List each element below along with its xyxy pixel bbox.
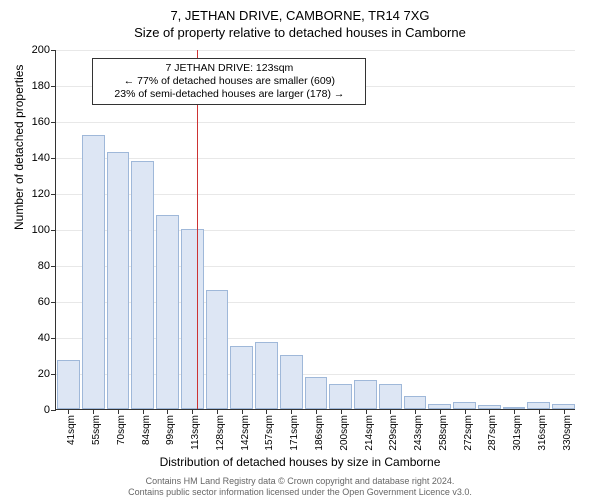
xtick-mark [167,409,168,414]
xtick-label: 171sqm [289,415,300,451]
xtick-mark [242,409,243,414]
annotation-line: ← 77% of detached houses are smaller (60… [99,75,359,88]
xtick-mark [341,409,342,414]
plot: 02040608010012014016018020041sqm55sqm70s… [55,50,575,410]
xtick-mark [489,409,490,414]
ytick-label: 160 [32,116,56,128]
xtick-mark [316,409,317,414]
xtick-mark [390,409,391,414]
xtick-label: 99sqm [165,415,176,445]
xtick-mark [514,409,515,414]
xtick-mark [118,409,119,414]
xtick-mark [217,409,218,414]
ytick-label: 140 [32,152,56,164]
grid-line [56,50,575,51]
xtick-label: 258sqm [438,415,449,451]
chart-container: 7, JETHAN DRIVE, CAMBORNE, TR14 7XG Size… [0,0,600,500]
xtick-mark [68,409,69,414]
bar [305,377,328,409]
bar [280,355,303,409]
ytick-label: 40 [38,332,56,344]
xtick-label: 157sqm [264,415,275,451]
xtick-label: 330sqm [562,415,573,451]
footer-line1: Contains HM Land Registry data © Crown c… [0,476,600,487]
xtick-label: 214sqm [364,415,375,451]
bar [230,346,253,409]
x-axis-label: Distribution of detached houses by size … [0,455,600,469]
annotation-line: 7 JETHAN DRIVE: 123sqm [99,62,359,75]
y-axis-label: Number of detached properties [12,65,26,230]
xtick-label: 316sqm [537,415,548,451]
xtick-mark [192,409,193,414]
xtick-label: 142sqm [240,415,251,451]
bar [181,229,204,409]
xtick-label: 128sqm [215,415,226,451]
ytick-label: 180 [32,80,56,92]
xtick-mark [143,409,144,414]
bar [329,384,352,409]
ytick-label: 80 [38,260,56,272]
footer-line2: Contains public sector information licen… [0,487,600,498]
bar [131,161,154,409]
xtick-mark [415,409,416,414]
ytick-label: 200 [32,44,56,56]
ytick-label: 0 [44,404,56,416]
ytick-label: 20 [38,368,56,380]
bar [404,396,427,409]
footer: Contains HM Land Registry data © Crown c… [0,476,600,498]
xtick-label: 70sqm [116,415,127,445]
title-main: 7, JETHAN DRIVE, CAMBORNE, TR14 7XG [0,0,600,23]
xtick-label: 243sqm [413,415,424,451]
chart-area: 02040608010012014016018020041sqm55sqm70s… [55,50,575,410]
xtick-label: 186sqm [314,415,325,451]
xtick-label: 301sqm [512,415,523,451]
bar [57,360,80,409]
xtick-mark [465,409,466,414]
bar [82,135,105,409]
xtick-label: 84sqm [141,415,152,445]
xtick-mark [291,409,292,414]
xtick-mark [93,409,94,414]
grid-line [56,158,575,159]
xtick-mark [539,409,540,414]
xtick-label: 229sqm [388,415,399,451]
xtick-mark [564,409,565,414]
xtick-label: 41sqm [66,415,77,445]
bar [107,152,130,409]
bar [206,290,229,409]
xtick-label: 55sqm [91,415,102,445]
bar [354,380,377,409]
xtick-mark [266,409,267,414]
annotation-box: 7 JETHAN DRIVE: 123sqm← 77% of detached … [92,58,366,105]
ytick-label: 100 [32,224,56,236]
xtick-label: 113sqm [190,415,201,450]
bar [453,402,476,409]
annotation-line: 23% of semi-detached houses are larger (… [99,88,359,101]
xtick-mark [440,409,441,414]
bar [255,342,278,409]
bar [156,215,179,409]
title-sub: Size of property relative to detached ho… [0,23,600,40]
ytick-label: 60 [38,296,56,308]
xtick-label: 272sqm [463,415,474,451]
bar [527,402,550,409]
xtick-label: 287sqm [487,415,498,451]
xtick-label: 200sqm [339,415,350,451]
ytick-label: 120 [32,188,56,200]
bar [379,384,402,409]
xtick-mark [366,409,367,414]
grid-line [56,122,575,123]
